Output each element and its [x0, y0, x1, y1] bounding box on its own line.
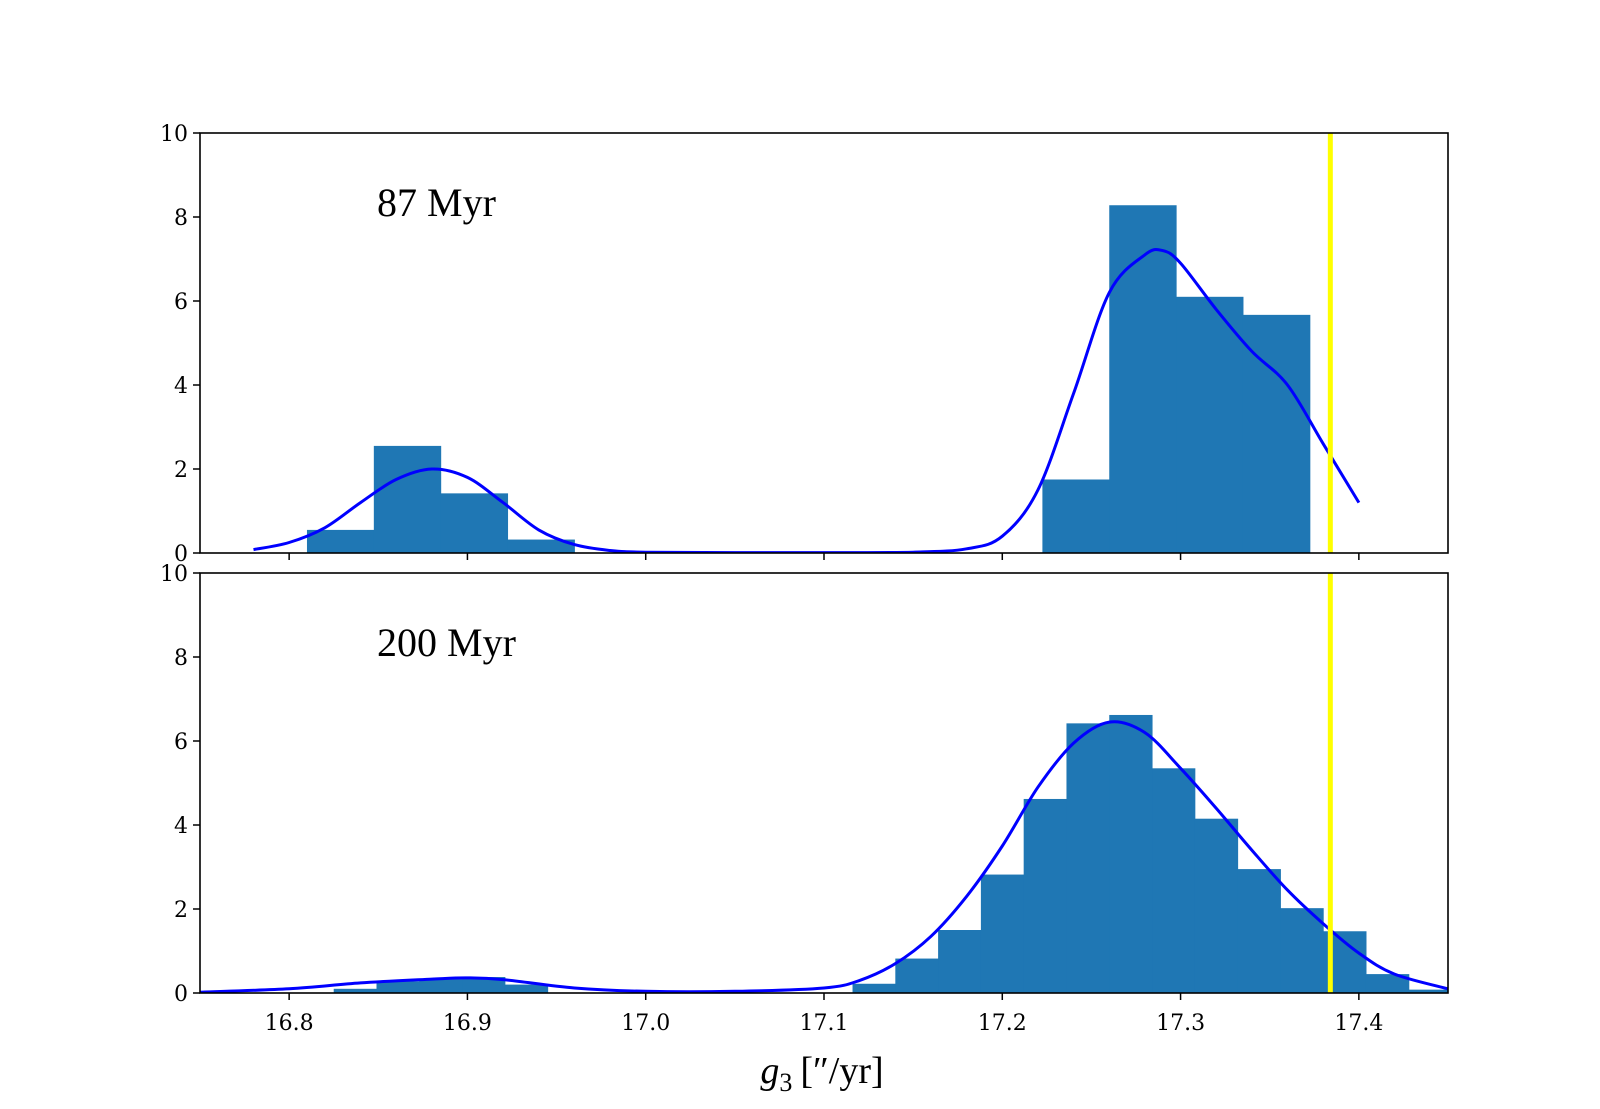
- y-tick-label-200-myr-4: 4: [174, 814, 188, 839]
- histogram-bar-87-myr-2: [440, 493, 509, 553]
- histogram-bar-200-myr-15: [1280, 908, 1324, 993]
- x-ticks-87-myr: [288, 553, 1360, 560]
- y-tick-label-200-myr-6: 6: [174, 730, 188, 755]
- histogram-bar-200-myr-14: [1237, 869, 1281, 993]
- histogram-bar-87-myr-4: [1042, 479, 1110, 553]
- histogram-bar-200-myr-6: [895, 958, 939, 993]
- histogram-bar-200-myr-17: [1365, 974, 1410, 993]
- histogram-bars-200-myr: [333, 714, 1448, 993]
- y-tick-label-200-myr-2: 2: [174, 898, 188, 923]
- x-tick-label-16.9: 16.9: [443, 1011, 492, 1036]
- y-tick-label-87-myr-10: 10: [160, 122, 188, 147]
- x-tick-label-17.4: 17.4: [1334, 1011, 1383, 1036]
- x-tick-labels: 16.8 16.9 17.0 17.1 17.2 17.3 17.4: [265, 1011, 1384, 1036]
- y-ticks-87-myr: 0 2 4 6 8 10: [160, 122, 200, 567]
- y-tick-label-200-myr-10: 10: [160, 562, 188, 587]
- histogram-bar-200-myr-12: [1152, 768, 1196, 993]
- panel-200-myr: 0 2 4 6 8 10 16.8 16.9 17.0 17.1 17.2 17.3 17.4 200…: [160, 562, 1449, 1036]
- histogram-bar-200-myr-3: [462, 977, 506, 993]
- x-tick-label-17.2: 17.2: [978, 1011, 1027, 1036]
- x-tick-label-17.0: 17.0: [621, 1011, 670, 1036]
- histogram-bar-87-myr-3: [507, 539, 575, 553]
- kde-curve-200-myr: [200, 720, 1448, 993]
- histogram-bar-87-myr-6: [1176, 296, 1244, 553]
- y-tick-label-87-myr-6: 6: [174, 290, 188, 315]
- y-tick-label-200-myr-8: 8: [174, 646, 188, 671]
- x-tick-label-17.3: 17.3: [1156, 1011, 1205, 1036]
- y-tick-label-87-myr-0: 0: [174, 542, 188, 567]
- histogram-bar-200-myr-10: [1066, 723, 1110, 993]
- panel-label-200-myr: 200 Myr: [377, 620, 516, 665]
- x-axis-label-units: [″/yr]: [800, 1050, 883, 1092]
- histogram-bar-200-myr-8: [980, 874, 1025, 993]
- histogram-bar-200-myr-9: [1023, 798, 1067, 993]
- histogram-bar-200-myr-7: [938, 930, 982, 993]
- histogram-bar-200-myr-11: [1109, 714, 1153, 993]
- histogram-bar-200-myr-0: [333, 988, 378, 993]
- y-tick-label-87-myr-8: 8: [174, 206, 188, 231]
- kde-line-200-myr: [200, 720, 1448, 993]
- histogram-bar-200-myr-13: [1194, 818, 1239, 993]
- x-axis-label: g3 [″/yr]: [760, 1050, 883, 1097]
- histogram-bar-200-myr-1: [376, 981, 420, 993]
- y-tick-label-87-myr-2: 2: [174, 458, 188, 483]
- x-tick-label-17.1: 17.1: [800, 1011, 849, 1036]
- histogram-bar-87-myr-1: [373, 445, 442, 553]
- panel-label-87-myr: 87 Myr: [377, 180, 496, 225]
- y-tick-label-200-myr-0: 0: [174, 982, 188, 1007]
- x-ticks-200-myr: [288, 993, 1360, 1000]
- y-tick-label-87-myr-4: 4: [174, 374, 188, 399]
- y-ticks-200-myr: 0 2 4 6 8 10: [160, 562, 200, 1007]
- x-axis-label-symbol: g: [760, 1050, 779, 1092]
- panel-87-myr: 0 2 4 6 8 10 87 Myr: [160, 122, 1449, 567]
- histogram-bar-87-myr-5: [1109, 205, 1177, 553]
- histogram-bar-200-myr-4: [504, 984, 549, 993]
- histogram-bar-87-myr-0: [306, 529, 375, 553]
- x-axis-label-subscript: 3: [779, 1068, 792, 1097]
- histogram-bar-200-myr-5: [852, 983, 896, 993]
- histogram-bars-87-myr: [306, 205, 1311, 553]
- histogram-bar-200-myr-2: [419, 979, 463, 993]
- x-tick-label-16.8: 16.8: [265, 1011, 314, 1036]
- histogram-bar-200-myr-18: [1408, 989, 1448, 993]
